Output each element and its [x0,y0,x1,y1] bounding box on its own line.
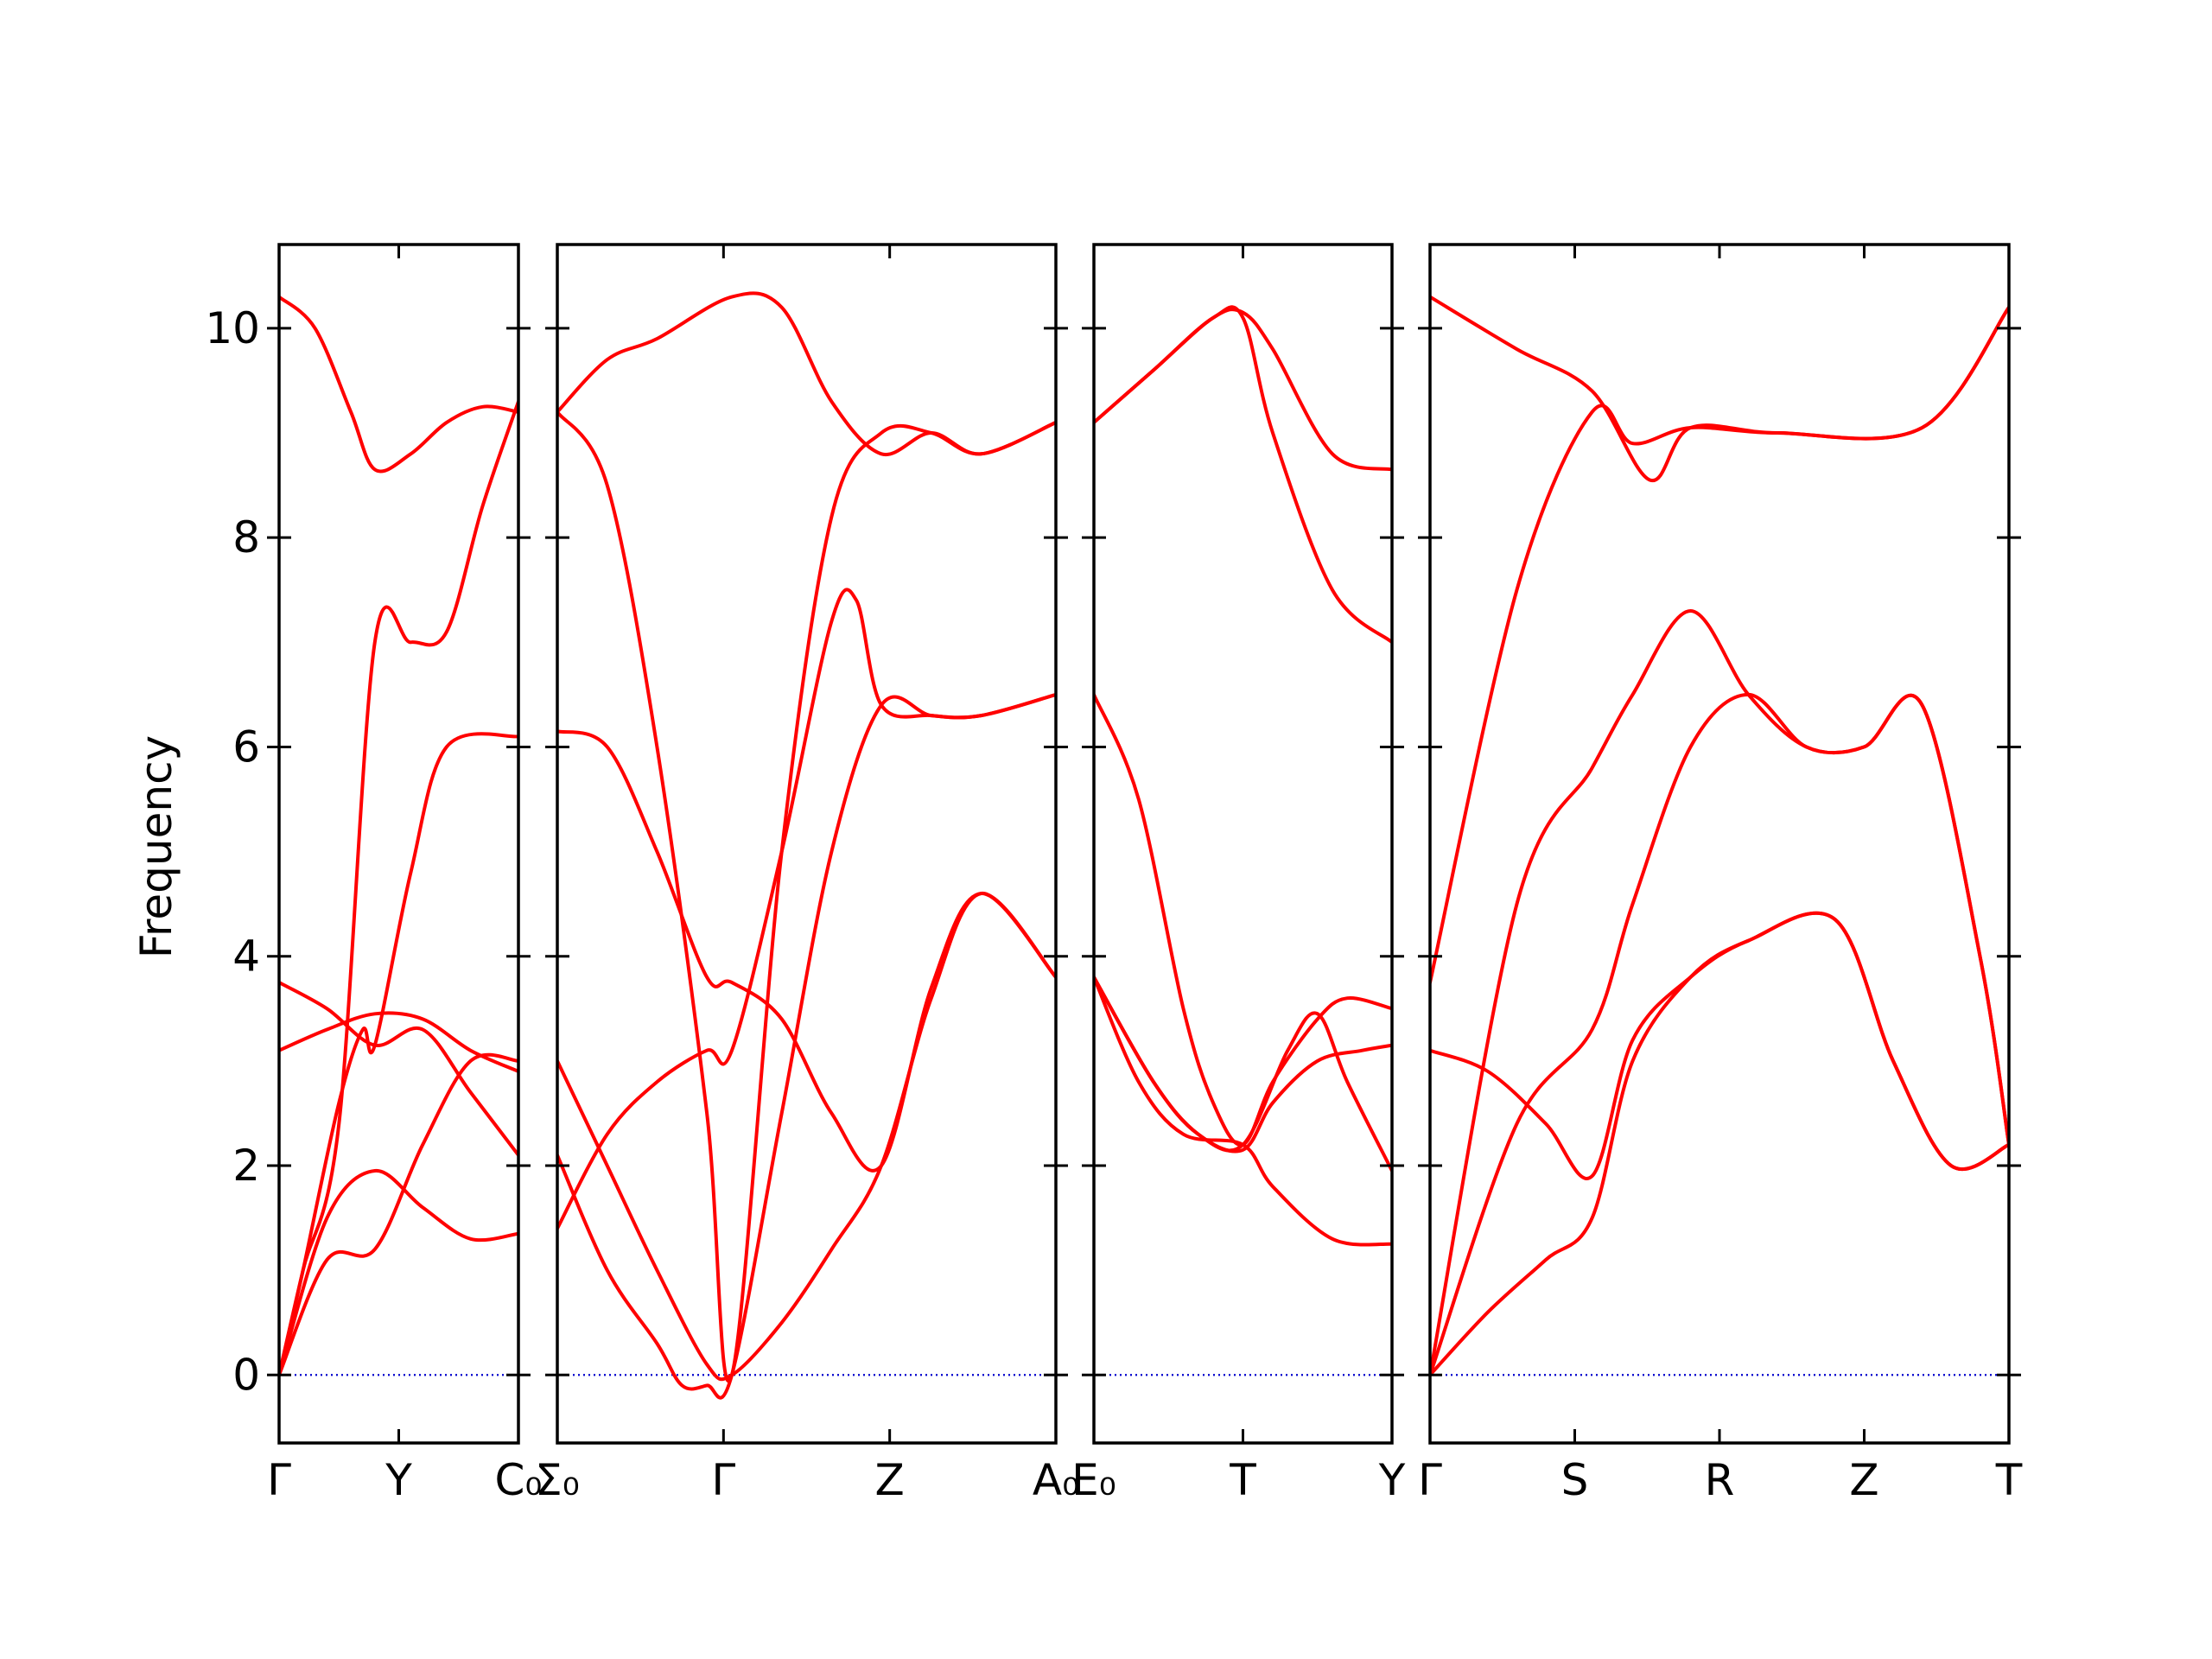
y-tick-label: 8 [232,512,260,563]
phonon-band [1094,692,1392,1147]
x-tick-label: Σ₀ [535,1455,580,1505]
phonon-band [279,295,518,474]
phonon-band [1430,305,2009,984]
phonon-band [1430,295,2009,482]
phonon-band [1094,305,1392,645]
x-tick-label: Z [875,1455,905,1505]
panel-frame [1092,243,1394,1445]
y-tick-label: 10 [205,303,260,353]
x-tick-label: Y [385,1455,412,1505]
x-tick-label: C₀ [495,1455,543,1505]
band-group [279,295,518,1377]
y-tick-label: 4 [232,931,260,982]
x-tick-label: Γ [267,1455,291,1505]
y-tick-label: 0 [232,1350,260,1400]
phonon-band [1094,975,1392,1247]
x-tick-label: R [1705,1455,1735,1505]
phonon-band [1430,911,2009,1377]
phonon-band [557,892,1056,1382]
phonon-band [1430,609,2009,1377]
panel-frame [556,243,1058,1445]
band-group [1094,305,1392,1247]
phonon-band [1094,975,1392,1154]
x-tick-label: E₀ [1071,1455,1116,1505]
phonon-band [1094,308,1392,472]
panel-3: E₀ T Y [1071,243,1406,1505]
phonon-band [279,981,518,1157]
phonon-band [279,1052,518,1377]
phonon-band [557,729,1056,1173]
phonon-band [557,692,1056,1400]
phonon-band [279,732,518,1377]
y-tick-label: 6 [232,721,260,772]
phonon-band [279,1169,518,1377]
band-group [1430,295,2009,1377]
x-tick-label: Γ [1418,1455,1442,1505]
phonon-band [557,410,1056,1383]
x-tick-label: Z [1849,1455,1878,1505]
panel-frame [277,243,520,1445]
band-group [557,291,1056,1400]
y-tick-label: 2 [232,1141,260,1191]
x-tick-label: Γ [711,1455,735,1505]
phonon-band [279,399,518,1377]
x-tick-label: T [1995,1455,2023,1505]
phonon-band [557,291,1056,457]
x-tick-label: T [1229,1455,1256,1505]
phonon-band [279,1011,518,1073]
y-tick-labels: 0 2 4 6 8 10 [205,303,260,1400]
phonon-band [557,588,1056,1230]
y-axis-label: Frequency [131,735,181,958]
panel-frame [1428,243,2011,1445]
phonon-band [1430,692,2009,1377]
x-tick-label: Y [1378,1455,1406,1505]
x-tick-label: S [1561,1455,1589,1505]
phonon-band [1094,975,1392,1173]
panel-2: Σ₀ Γ Z A₀ [535,243,1079,1505]
x-tick-label: A₀ [1033,1455,1079,1505]
panel-1: Γ Y C₀ [267,243,543,1505]
